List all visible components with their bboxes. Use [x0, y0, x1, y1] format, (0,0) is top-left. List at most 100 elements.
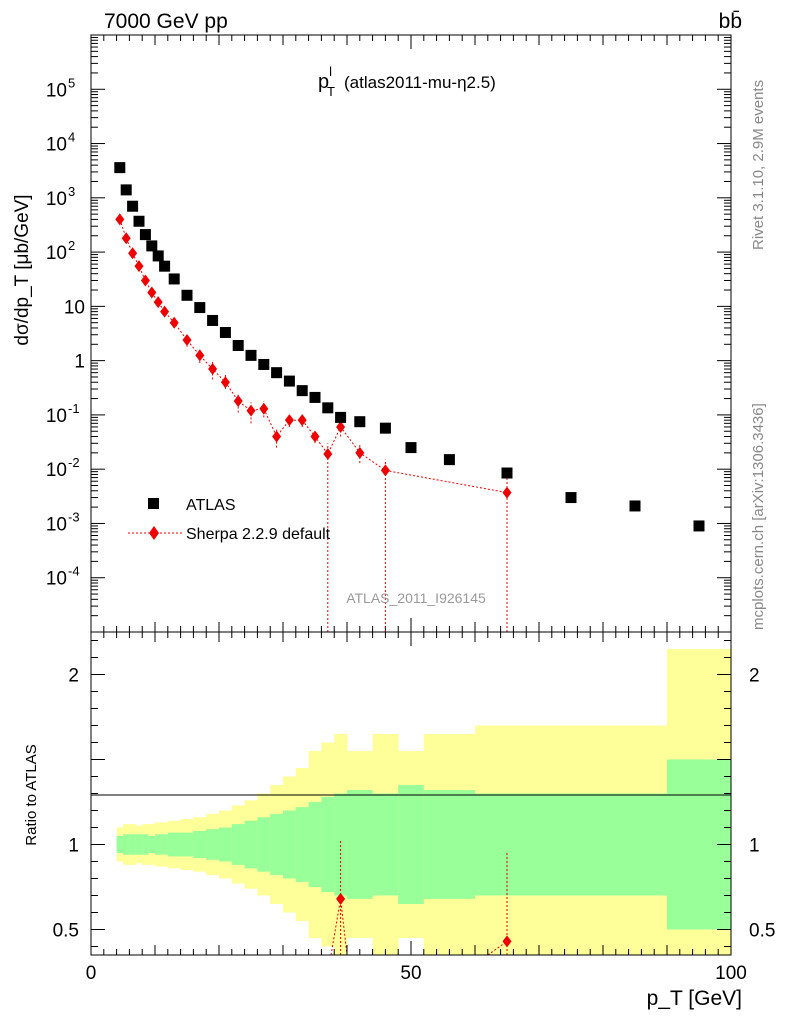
header-right: bb̄	[719, 10, 742, 33]
mc-point	[272, 430, 282, 443]
mc-point	[115, 213, 125, 226]
ratio-frame	[90, 631, 732, 956]
data-point	[127, 200, 139, 212]
data-point	[271, 367, 283, 379]
ratio-band-inner	[321, 796, 335, 893]
ratio-band-inner	[372, 793, 399, 896]
data-point	[194, 302, 206, 314]
mc-point	[284, 414, 294, 427]
data-point	[146, 240, 158, 252]
ratio-band-inner	[116, 836, 124, 853]
mc-point	[355, 446, 365, 459]
data-point	[405, 442, 417, 454]
ratio-band-inner	[334, 793, 348, 896]
data-point	[181, 289, 193, 301]
y-tick-label-exponent: 2	[68, 238, 75, 253]
y-tick-label: 10	[46, 569, 67, 590]
data-point	[232, 340, 244, 352]
y-tick-label-exponent: -4	[68, 564, 80, 579]
data-point	[354, 416, 366, 428]
x-axis-label: p_T [GeV]	[647, 987, 742, 1010]
data-point	[629, 500, 641, 512]
mc-point	[208, 363, 218, 376]
mc-line	[119, 219, 508, 494]
ratio-band-inner	[129, 834, 137, 855]
data-point	[219, 326, 231, 338]
mc-point	[233, 395, 243, 408]
x-tick-label: 50	[400, 963, 421, 984]
data-point	[245, 349, 257, 361]
y-tick-label: 10	[46, 135, 67, 156]
mc-point	[380, 464, 390, 477]
data-point	[207, 314, 219, 326]
data-point	[693, 520, 705, 532]
data-point	[159, 260, 171, 272]
legend-marker-sherpa	[149, 526, 159, 540]
ratio-band-inner	[180, 832, 194, 857]
ratio-band-inner	[283, 810, 297, 879]
legend-label-sherpa: Sherpa 2.2.9 default	[186, 526, 331, 543]
y-tick-label: 10	[46, 243, 67, 264]
ratio-band-inner	[206, 829, 220, 860]
y-tick-label: 10	[46, 460, 67, 481]
ratio-y-tick-label-right: 2	[749, 666, 760, 687]
y-tick-label-exponent: -1	[68, 401, 80, 416]
data-point	[501, 467, 513, 479]
ratio-ytick-labels: 2 2 1 1 0.5 0.5	[53, 666, 776, 942]
mc-point	[134, 260, 144, 273]
header-left: 7000 GeV pp	[104, 10, 228, 33]
ratio-ylabel: Ratio to ATLAS	[23, 744, 40, 845]
ratio-bands	[116, 649, 732, 955]
mcplots-label: mcplots.cern.ch [arXiv:1306.3436]	[750, 403, 767, 630]
data-point	[565, 492, 577, 504]
data-point	[335, 411, 347, 423]
data-point	[168, 273, 180, 285]
data-point	[139, 229, 151, 241]
mc-point	[336, 420, 346, 433]
ratio-band-inner	[193, 830, 207, 859]
ratio-line	[330, 898, 348, 956]
ratio-band-inner	[244, 820, 258, 869]
ratio-band-inner	[148, 836, 156, 853]
ratio-band-inner	[155, 834, 162, 855]
ratio-y-tick-label-left: 2	[68, 666, 79, 687]
main-title: pl T	[318, 64, 335, 99]
main-title-sub: T	[327, 84, 335, 99]
mc-point	[246, 404, 256, 417]
mc-point	[297, 414, 307, 427]
ratio-ticks	[90, 632, 732, 955]
y-tick-label: 1	[74, 352, 85, 373]
ratio-band-inner	[231, 824, 246, 865]
mc-point	[153, 296, 163, 309]
y-tick-label-exponent: 3	[68, 184, 75, 199]
legend-marker-atlas	[148, 498, 159, 509]
mc-point	[140, 274, 150, 287]
rivet-label: Rivet 3.1.10, 2.9M events	[750, 80, 767, 250]
y-tick-label-exponent: -2	[68, 455, 80, 470]
ratio-band-inner	[423, 790, 476, 899]
data-point	[258, 358, 270, 370]
data-point	[152, 250, 164, 262]
y-tick-label-exponent: 4	[68, 130, 75, 145]
ratio-band-inner	[219, 827, 233, 862]
legend-label-atlas: ATLAS	[186, 497, 236, 514]
y-tick-label-exponent: 5	[68, 75, 75, 90]
x-tick-label: 100	[715, 963, 747, 984]
y-tick-label: 10	[46, 80, 67, 101]
mc-point	[259, 402, 269, 415]
y-tick-label: 10	[64, 297, 85, 318]
ratio-y-tick-label-right: 0.5	[749, 921, 775, 942]
y-tick-label: 10	[46, 406, 67, 427]
data-point	[114, 162, 126, 174]
ratio-point	[502, 935, 512, 948]
data-point	[309, 391, 321, 403]
ratio-y-tick-label-right: 1	[749, 836, 760, 857]
ratio-panel: Ratio to ATLAS 2 2 1 1 0.5 0.5	[23, 631, 776, 956]
ratio-band-inner	[257, 817, 271, 872]
main-title-rest: (atlas2011-mu-η2.5)	[344, 73, 496, 92]
ratio-band-inner	[135, 834, 143, 855]
main-ylabel: dσ/dp_T [μb/GeV]	[12, 194, 33, 345]
y-tick-label: 10	[46, 514, 67, 535]
